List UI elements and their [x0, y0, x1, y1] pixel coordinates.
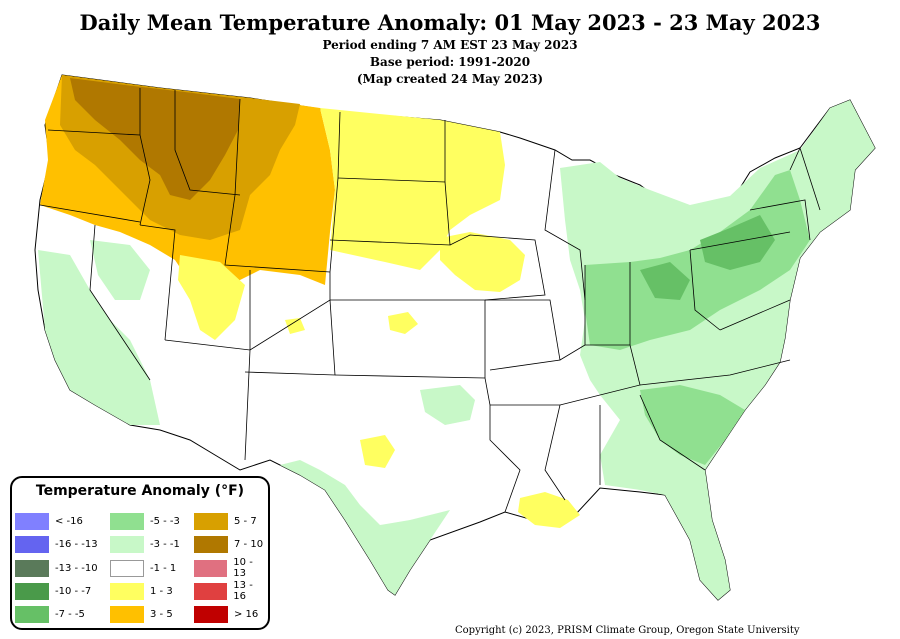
anomaly-minus7-minus5-core: [700, 215, 775, 270]
legend-label: 5 - 7: [234, 515, 257, 527]
legend-item: -5 - -3: [110, 512, 180, 530]
legend-swatch: [194, 582, 228, 600]
anomaly-minus7-minus5-wv: [640, 262, 690, 300]
legend-swatch: [194, 605, 228, 623]
legend-swatch: [110, 535, 144, 553]
legend-item: 7 - 10: [194, 535, 263, 553]
legend-label: 1 - 3: [150, 585, 173, 597]
anomaly-minus3-minus1-texas: [280, 460, 450, 595]
created-subtitle: (Map created 24 May 2023): [356, 72, 544, 86]
legend-item: 5 - 7: [194, 512, 257, 530]
anomaly-minus5-minus3-southeast: [640, 385, 745, 465]
legend-swatch: [15, 535, 49, 553]
legend-label: 13 - 16: [233, 580, 253, 602]
map-title: Daily Mean Temperature Anomaly: 01 May 2…: [79, 10, 821, 35]
legend-item: -3 - -1: [110, 535, 180, 553]
legend-item: < -16: [15, 512, 83, 530]
anomaly-minus3-minus1-nevada: [90, 240, 150, 300]
legend-label: < -16: [55, 515, 83, 527]
copyright-notice: Copyright (c) 2023, PRISM Climate Group,…: [455, 625, 800, 636]
legend-item: 13 - 16: [194, 580, 268, 602]
legend-label: -5 - -3: [150, 515, 180, 527]
legend-swatch: [110, 512, 144, 530]
anomaly-1-3-louisiana: [518, 492, 580, 528]
legend-swatch: [15, 559, 49, 577]
legend-item: > 16: [194, 605, 258, 623]
anomaly-minus3-minus1-california: [38, 250, 160, 425]
legend-item: -10 - -7: [15, 582, 91, 600]
legend-label: -13 - -10: [55, 562, 98, 574]
anomaly-minus5-minus3-ohio-valley: [585, 170, 810, 350]
legend-swatch: [110, 559, 144, 577]
legend-item: 10 - 13: [194, 557, 268, 579]
legend-swatch: [110, 605, 144, 623]
legend-label: -1 - 1: [150, 562, 177, 574]
legend-item: 3 - 5: [110, 605, 173, 623]
legend-swatch: [194, 512, 228, 530]
anomaly-1-3-nm: [285, 318, 305, 334]
legend: Temperature Anomaly (°F) < -16 -16 - -13…: [10, 476, 270, 630]
legend-swatch: [15, 582, 49, 600]
legend-swatch: [110, 582, 144, 600]
anomaly-1-3-iowa: [440, 232, 525, 292]
legend-swatch: [194, 535, 228, 553]
legend-item: -13 - -10: [15, 559, 98, 577]
legend-label: -3 - -1: [150, 538, 180, 550]
anomaly-minus3-minus1-east: [560, 100, 875, 600]
legend-title: Temperature Anomaly (°F): [35, 483, 245, 499]
anomaly-minus3-minus1-oklahoma: [420, 385, 475, 425]
legend-item: -7 - -5: [15, 605, 85, 623]
legend-label: 7 - 10: [234, 538, 264, 550]
legend-label: > 16: [234, 608, 259, 620]
legend-swatch: [15, 512, 49, 530]
anomaly-1-3-north-plains: [320, 108, 505, 270]
legend-label: 10 - 13: [233, 557, 253, 579]
legend-item: -1 - 1: [110, 559, 176, 577]
legend-label: 3 - 5: [150, 608, 173, 620]
period-subtitle: Period ending 7 AM EST 23 May 2023: [322, 38, 578, 52]
legend-item: -16 - -13: [15, 535, 98, 553]
legend-item: 1 - 3: [110, 582, 173, 600]
legend-label: -10 - -7: [55, 585, 92, 597]
base-period-subtitle: Base period: 1991-2020: [369, 55, 531, 69]
legend-swatch: [15, 605, 49, 623]
legend-swatch: [194, 559, 228, 577]
anomaly-minus3-minus1-michigan: [598, 180, 645, 255]
anomaly-1-3-texas: [360, 435, 395, 468]
anomaly-1-3-southwest: [178, 255, 245, 340]
legend-label: -7 - -5: [55, 608, 85, 620]
anomaly-1-3-kansas: [388, 312, 418, 334]
legend-label: -16 - -13: [55, 538, 98, 550]
state-boundaries: [39, 88, 821, 513]
anomaly-7-10-region: [70, 78, 240, 200]
